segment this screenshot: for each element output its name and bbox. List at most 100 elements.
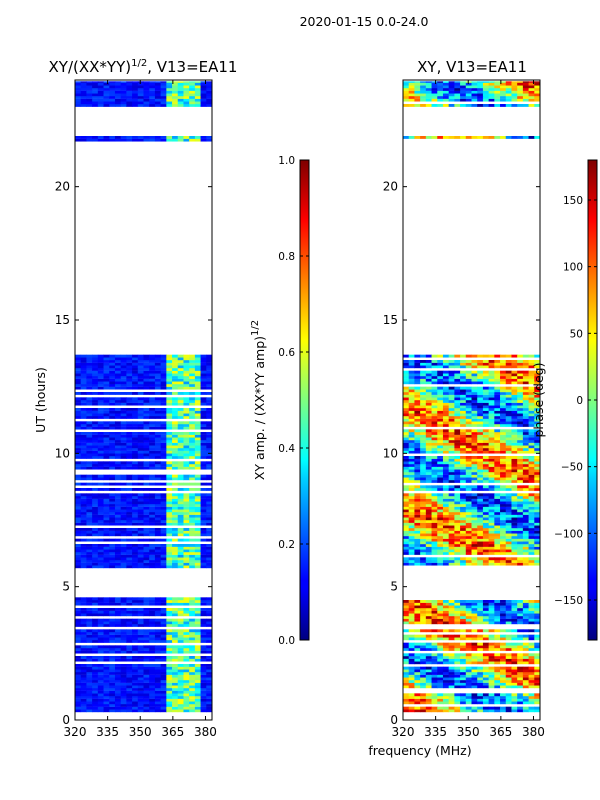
- heatmap-cell: [109, 565, 116, 569]
- heatmap-cell: [154, 96, 162, 99]
- heatmap-cell: [120, 701, 127, 705]
- heatmap-cell: [97, 685, 104, 689]
- heatmap-cell: [120, 488, 127, 491]
- heatmap-cell: [92, 666, 99, 670]
- heatmap-cell: [143, 397, 150, 401]
- heatmap-cell: [183, 656, 190, 659]
- heatmap-cell: [482, 501, 490, 505]
- heatmap-cell: [103, 384, 110, 387]
- heatmap-cell: [482, 693, 490, 697]
- heatmap-cell: [448, 397, 455, 401]
- heatmap-cell: [132, 690, 139, 694]
- heatmap-cell: [494, 709, 501, 713]
- heatmap-cell: [528, 698, 535, 702]
- heatmap-cell: [500, 709, 507, 713]
- heatmap-cell: [517, 458, 524, 462]
- heatmap-cell: [420, 613, 427, 617]
- heatmap-cell: [189, 696, 196, 699]
- heatmap-cell: [172, 85, 179, 89]
- heatmap-cell: [109, 544, 116, 547]
- heatmap-cell: [103, 413, 110, 417]
- heatmap-cell: [437, 648, 444, 651]
- heatmap-cell: [505, 549, 512, 553]
- heatmap-cell: [206, 666, 213, 670]
- heatmap-cell: [522, 509, 529, 513]
- heatmap-cell: [500, 530, 507, 534]
- heatmap-cell: [189, 488, 196, 491]
- heatmap-cell: [137, 522, 144, 526]
- heatmap-cell: [431, 560, 438, 563]
- heatmap-cell: [103, 410, 110, 414]
- heatmap-cell: [534, 613, 541, 617]
- heatmap-cell: [454, 666, 461, 670]
- heatmap-cell: [75, 530, 82, 534]
- heatmap-cell: [505, 648, 512, 651]
- heatmap-cell: [109, 552, 116, 555]
- heatmap-cell: [80, 650, 87, 654]
- heatmap-cell: [460, 600, 467, 603]
- heatmap-cell: [494, 634, 501, 638]
- heatmap-cell: [154, 357, 162, 361]
- heatmap-cell: [460, 402, 467, 406]
- heatmap-cell: [189, 408, 196, 411]
- heatmap-cell: [517, 432, 524, 435]
- heatmap-cell: [494, 466, 501, 470]
- heatmap-cell: [183, 432, 190, 435]
- heatmap-cell: [92, 466, 99, 470]
- heatmap-cell: [132, 696, 139, 699]
- heatmap-cell: [414, 560, 421, 563]
- heatmap-cell: [109, 354, 116, 358]
- heatmap-cell: [154, 650, 162, 654]
- heatmap-cell: [206, 442, 213, 446]
- heatmap-cell: [177, 482, 184, 486]
- heatmap-cell: [120, 600, 127, 603]
- heatmap-cell: [120, 82, 127, 86]
- heatmap-cell: [431, 450, 438, 454]
- heatmap-cell: [92, 96, 99, 99]
- heatmap-cell: [143, 544, 150, 547]
- heatmap-cell: [149, 450, 156, 454]
- heatmap-cell: [206, 410, 213, 414]
- heatmap-cell: [92, 621, 99, 625]
- heatmap-cell: [408, 618, 415, 622]
- heatmap-cell: [126, 560, 133, 563]
- heatmap-cell: [137, 442, 144, 446]
- heatmap-cell: [477, 685, 484, 689]
- heatmap-cell: [200, 456, 207, 459]
- heatmap-cell: [454, 506, 461, 510]
- heatmap-cell: [189, 88, 196, 91]
- heatmap-cell: [80, 357, 87, 361]
- heatmap-cell: [437, 629, 444, 633]
- heatmap-cell: [517, 509, 524, 513]
- heatmap-cell: [414, 538, 421, 542]
- heatmap-cell: [408, 634, 415, 638]
- heatmap-cell: [460, 472, 467, 475]
- heatmap-cell: [177, 408, 184, 411]
- heatmap-cell: [448, 474, 455, 478]
- heatmap-cell: [132, 362, 139, 366]
- heatmap-cell: [482, 472, 490, 475]
- heatmap-cell: [448, 549, 455, 553]
- heatmap-cell: [500, 629, 507, 633]
- heatmap-cell: [465, 536, 472, 539]
- heatmap-cell: [200, 613, 207, 617]
- heatmap-cell: [206, 565, 213, 569]
- heatmap-cell: [92, 504, 99, 507]
- heatmap-cell: [488, 472, 495, 475]
- heatmap-cell: [511, 680, 518, 683]
- heatmap-cell: [183, 597, 190, 601]
- heatmap-cell: [126, 632, 133, 635]
- heatmap-cell: [437, 677, 444, 681]
- heatmap-cell: [160, 85, 167, 89]
- heatmap-cell: [189, 624, 196, 627]
- heatmap-cell: [528, 434, 535, 438]
- heatmap-cell: [183, 560, 190, 563]
- heatmap-cell: [149, 629, 156, 633]
- heatmap-cell: [488, 605, 495, 609]
- heatmap-cell: [114, 530, 122, 534]
- heatmap-cell: [149, 456, 156, 459]
- heatmap-cell: [172, 514, 179, 518]
- heatmap-cell: [137, 456, 144, 459]
- heatmap-cell: [143, 674, 150, 678]
- heatmap-cell: [92, 453, 99, 457]
